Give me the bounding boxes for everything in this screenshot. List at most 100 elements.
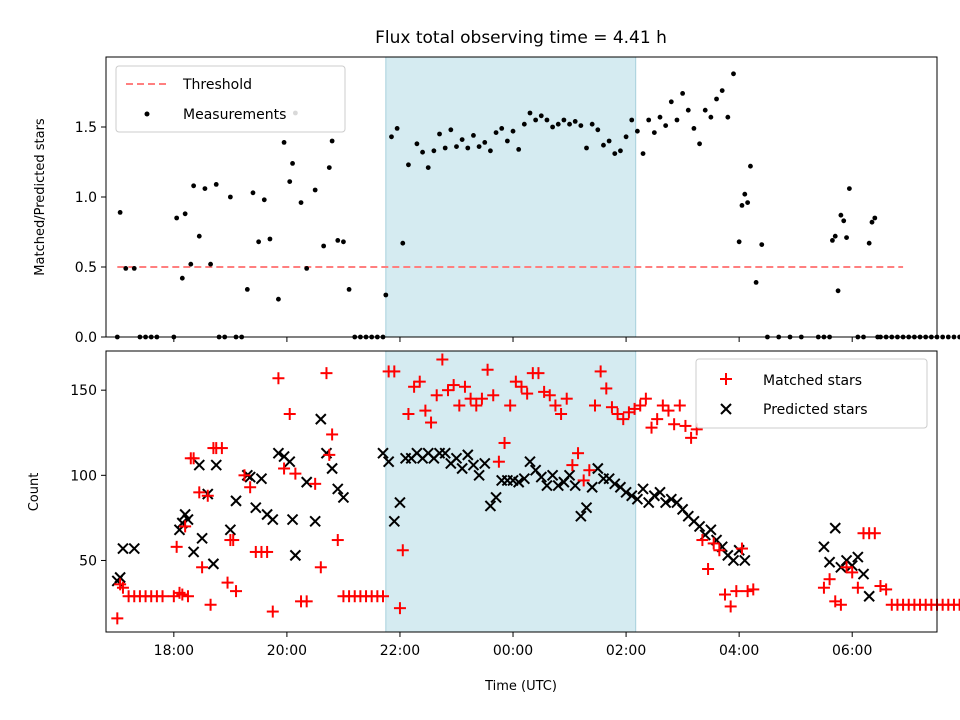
predicted-star-point: [300, 476, 313, 488]
predicted-star-point: [309, 515, 321, 528]
predicted-star-point: [394, 496, 406, 509]
measurement-point: [623, 134, 629, 140]
measurement-point: [745, 200, 751, 206]
matched-star-point: [309, 477, 322, 490]
measurement-point: [431, 148, 437, 154]
matched-star-point: [673, 399, 686, 412]
predicted-star-point: [852, 551, 864, 563]
measurement-point: [527, 110, 533, 116]
predicted-star-point: [818, 541, 830, 553]
matched-star-point: [685, 431, 698, 444]
top-shaded-span: [385, 56, 637, 338]
measurement-point: [835, 288, 841, 294]
measurement-point: [250, 190, 256, 196]
predicted-star-point: [563, 469, 576, 482]
matched-star-point: [326, 428, 339, 441]
measurement-point: [957, 334, 960, 340]
measurement-point: [578, 123, 584, 128]
matched-star-point: [611, 408, 624, 421]
measurement-point: [584, 145, 589, 151]
matched-star-point: [880, 583, 893, 596]
measurement-point: [174, 215, 180, 221]
top-y-tick-label: 0.5: [75, 260, 97, 276]
x-tick-label: 22:00: [380, 643, 420, 659]
matched-star-point: [532, 367, 545, 380]
matched-star-point: [111, 612, 124, 625]
measurement-point: [714, 96, 719, 102]
matched-star-point: [600, 382, 613, 395]
measurement-point: [321, 243, 327, 249]
predicted-star-point: [117, 542, 129, 555]
points-layer: [111, 71, 960, 625]
matched-star-point: [747, 583, 760, 596]
predicted-star-point: [846, 559, 858, 572]
predicted-star-point: [626, 490, 638, 502]
measurement-point: [448, 127, 454, 133]
predicted-star-point: [230, 495, 242, 507]
predicted-star-point: [727, 554, 740, 567]
measurement-point: [838, 212, 844, 218]
matched-star-point: [430, 389, 443, 402]
measurement-point: [244, 287, 250, 292]
matched-star-point: [320, 367, 333, 380]
predicted-star-point: [250, 501, 262, 514]
top-legend: Threshold Measurements: [115, 65, 346, 133]
matched-star-point: [679, 419, 692, 432]
measurement-point: [606, 138, 612, 144]
measurement-point: [869, 219, 875, 225]
measurement-point: [872, 215, 878, 221]
measurement-point: [394, 125, 400, 131]
matched-star-point: [741, 585, 754, 598]
matched-star-point: [730, 585, 743, 598]
legend-measurements-swatch: [144, 111, 150, 117]
matched-star-point: [156, 590, 169, 603]
matched-star-point: [509, 375, 522, 388]
predicted-star-point: [857, 568, 870, 580]
measurement-point: [437, 131, 442, 137]
measurement-point: [691, 125, 697, 131]
matched-star-point: [588, 399, 601, 412]
measurement-point: [414, 141, 420, 147]
matched-star-point: [442, 384, 455, 397]
matched-star-point: [492, 455, 505, 468]
measurement-point: [304, 266, 310, 271]
matched-star-point: [605, 401, 618, 414]
measurement-point: [561, 117, 567, 123]
matched-star-point: [577, 474, 590, 487]
matched-star-point: [594, 365, 607, 378]
matched-star-point: [498, 436, 511, 449]
measurement-point: [196, 233, 202, 239]
measurement-point: [538, 113, 544, 119]
matched-star-point: [645, 421, 658, 434]
measurement-point: [179, 275, 185, 281]
top-y-axis-label: Matched/Predicted stars: [33, 118, 48, 276]
measurement-point: [227, 194, 233, 200]
matched-star-point: [481, 363, 494, 376]
predicted-star-point: [524, 455, 536, 468]
predicted-star-point: [450, 452, 463, 464]
matched-star-point: [193, 486, 206, 499]
predicted-star-point: [255, 473, 268, 485]
measurement-point: [482, 140, 488, 145]
matched-star-point: [504, 399, 517, 412]
matched-star-point: [388, 365, 401, 378]
matched-star-point: [724, 600, 737, 613]
measurement-point: [702, 107, 708, 113]
predicted-star-point: [823, 556, 836, 568]
measurement-point: [267, 236, 273, 242]
measurement-point: [213, 182, 219, 187]
predicted-star-point: [620, 486, 632, 499]
measurement-point: [550, 124, 555, 130]
predicted-star-point: [693, 520, 706, 533]
x-tick-label: 06:00: [832, 643, 872, 659]
matched-star-point: [662, 404, 675, 417]
predicted-star-point: [739, 554, 751, 567]
matched-star-point: [201, 489, 214, 502]
measurement-point: [287, 179, 293, 185]
matched-star-point: [238, 469, 251, 482]
legend-predicted-label: Predicted stars: [763, 402, 868, 418]
legend-predicted-swatch: [720, 403, 732, 415]
measurement-point: [663, 123, 669, 128]
measurement-point: [680, 91, 686, 96]
measurement-point: [940, 334, 946, 340]
